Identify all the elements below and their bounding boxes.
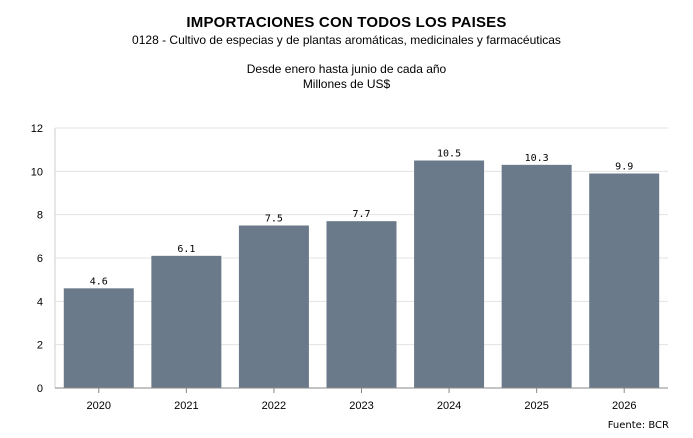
- x-tick-label: 2026: [612, 400, 636, 412]
- y-tick-label: 6: [37, 253, 43, 265]
- chart-title: IMPORTACIONES CON TODOS LOS PAISES: [186, 14, 507, 31]
- x-tick-label: 2025: [524, 400, 548, 412]
- y-tick-label: 2: [37, 340, 43, 352]
- y-tick-label: 12: [31, 123, 43, 135]
- bar: [63, 288, 134, 388]
- y-tick-label: 10: [31, 166, 43, 178]
- chart-subtitle: 0128 - Cultivo de especias y de plantas …: [132, 33, 561, 47]
- x-tick-label: 2020: [87, 400, 111, 412]
- bar: [238, 225, 309, 388]
- y-tick-label: 4: [37, 296, 43, 308]
- data-label: 7.7: [352, 209, 370, 220]
- data-label: 6.1: [177, 244, 195, 255]
- x-tick-label: 2021: [174, 400, 198, 412]
- x-tick-label: 2022: [262, 400, 286, 412]
- data-label: 10.5: [437, 149, 461, 160]
- data-label: 7.5: [265, 214, 283, 225]
- data-label: 4.6: [90, 276, 108, 287]
- y-tick-label: 0: [37, 383, 43, 395]
- x-tick-label: 2024: [437, 400, 461, 412]
- data-label: 10.3: [525, 153, 549, 164]
- chart-units: Millones de US$: [302, 77, 391, 91]
- y-tick-label: 8: [37, 210, 43, 222]
- chart-period: Desde enero hasta junio de cada año: [246, 62, 447, 76]
- data-label: 9.9: [615, 162, 633, 173]
- bar: [501, 164, 572, 388]
- bar: [151, 255, 222, 388]
- bar: [589, 173, 660, 388]
- bar: [326, 221, 397, 388]
- x-tick-label: 2023: [349, 400, 373, 412]
- source-note: Fuente: BCR: [607, 420, 669, 431]
- bar: [414, 160, 485, 388]
